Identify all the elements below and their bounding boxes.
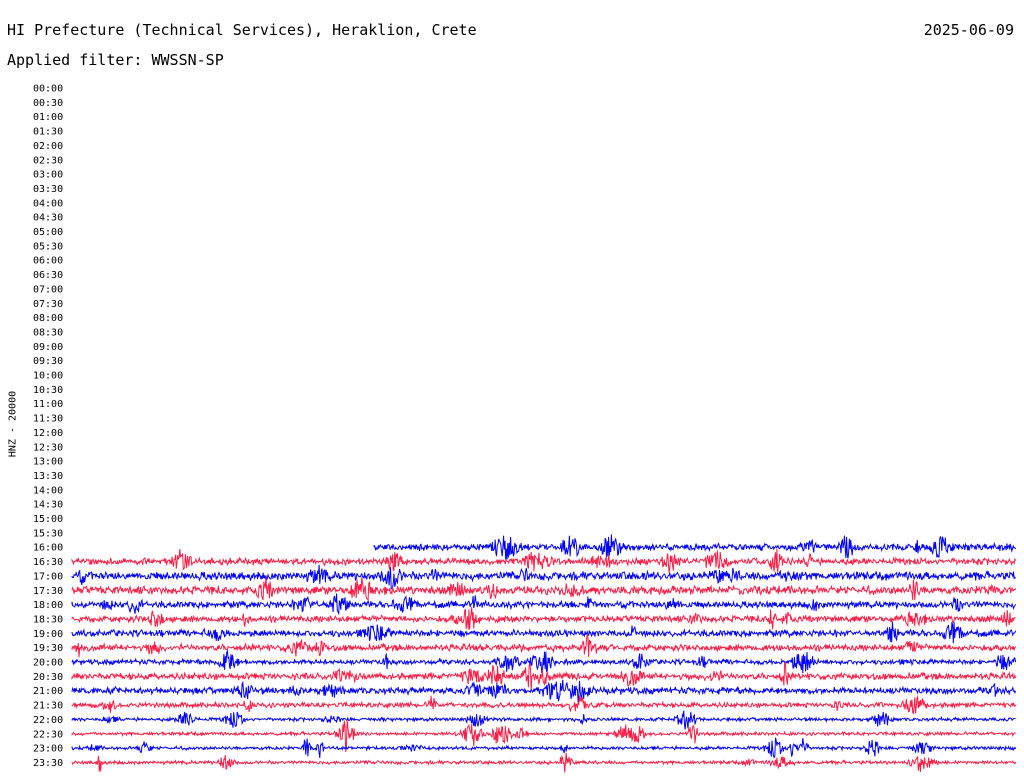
tick-label-0330: 03:30 bbox=[33, 184, 63, 195]
trace-1800 bbox=[71, 593, 1017, 616]
seismic-traces bbox=[71, 534, 1017, 773]
tick-label-2330: 23:30 bbox=[33, 758, 63, 769]
tick-label-0700: 07:00 bbox=[33, 284, 63, 295]
tick-label-1430: 14:30 bbox=[33, 500, 63, 511]
tick-label-2100: 21:00 bbox=[33, 686, 63, 697]
trace-2000 bbox=[71, 650, 1017, 675]
trace-2200 bbox=[71, 710, 1016, 730]
tick-label-0930: 09:30 bbox=[33, 356, 63, 367]
trace-1600 bbox=[373, 534, 1017, 561]
tick-label-0130: 01:30 bbox=[33, 127, 63, 138]
tick-label-2030: 20:30 bbox=[33, 672, 63, 683]
trace-2230 bbox=[71, 719, 1016, 752]
tick-label-1400: 14:00 bbox=[33, 485, 63, 496]
chart-date: 2025-06-09 bbox=[923, 21, 1014, 39]
tick-label-2000: 20:00 bbox=[33, 658, 63, 669]
trace-1630 bbox=[71, 548, 1017, 573]
tick-label-1200: 12:00 bbox=[33, 428, 63, 439]
tick-label-0900: 09:00 bbox=[33, 342, 63, 353]
tick-label-1700: 17:00 bbox=[33, 571, 63, 582]
tick-label-1330: 13:30 bbox=[33, 471, 63, 482]
trace-1830 bbox=[71, 606, 1016, 630]
tick-label-0430: 04:30 bbox=[33, 213, 63, 224]
tick-label-1630: 16:30 bbox=[33, 557, 63, 568]
tick-label-0630: 06:30 bbox=[33, 270, 63, 281]
tick-label-1930: 19:30 bbox=[33, 643, 63, 654]
tick-label-0600: 06:00 bbox=[33, 256, 63, 267]
chart-title: HI Prefecture (Technical Services), Hera… bbox=[7, 21, 477, 39]
trace-1900 bbox=[71, 621, 1017, 644]
tick-label-2300: 23:00 bbox=[33, 744, 63, 755]
tick-label-0300: 03:00 bbox=[33, 170, 63, 181]
trace-1730 bbox=[71, 577, 1017, 602]
trace-1930 bbox=[71, 634, 1017, 658]
tick-label-1000: 10:00 bbox=[33, 371, 63, 382]
tick-label-0230: 02:30 bbox=[33, 155, 63, 166]
applied-filter: Applied filter: WWSSN-SP bbox=[7, 51, 224, 69]
tick-label-2130: 21:30 bbox=[33, 701, 63, 712]
trace-2100 bbox=[71, 679, 1017, 703]
tick-label-1500: 15:00 bbox=[33, 514, 63, 525]
tick-label-1300: 13:00 bbox=[33, 457, 63, 468]
tick-label-0100: 01:00 bbox=[33, 112, 63, 123]
tick-label-0530: 05:30 bbox=[33, 241, 63, 252]
trace-2130 bbox=[71, 695, 1017, 715]
trace-1700 bbox=[71, 564, 1016, 590]
tick-label-0730: 07:30 bbox=[33, 299, 63, 310]
tick-label-0830: 08:30 bbox=[33, 327, 63, 338]
tick-label-1900: 19:00 bbox=[33, 629, 63, 640]
tick-label-2200: 22:00 bbox=[33, 715, 63, 726]
tick-label-1530: 15:30 bbox=[33, 528, 63, 539]
time-tick-labels: 00:00 00:30 01:00 01:30 02:00 02:30 03:00 03:30… bbox=[33, 84, 63, 769]
tick-label-0000: 00:00 bbox=[33, 84, 63, 95]
tick-label-1830: 18:30 bbox=[33, 614, 63, 625]
trace-2030 bbox=[71, 661, 1017, 691]
tick-label-2230: 22:30 bbox=[33, 729, 63, 740]
tick-label-1100: 11:00 bbox=[33, 399, 63, 410]
tick-label-1600: 16:00 bbox=[33, 543, 63, 554]
tick-label-1800: 18:00 bbox=[33, 600, 63, 611]
tick-label-0800: 08:00 bbox=[33, 313, 63, 324]
tick-label-0200: 02:00 bbox=[33, 141, 63, 152]
trace-2300 bbox=[71, 737, 1017, 759]
tick-label-0030: 00:30 bbox=[33, 98, 63, 109]
tick-label-0400: 04:00 bbox=[33, 198, 63, 209]
tick-label-1730: 17:30 bbox=[33, 586, 63, 597]
tick-label-1130: 11:30 bbox=[33, 414, 63, 425]
tick-label-1030: 10:30 bbox=[33, 385, 63, 396]
tick-label-1230: 12:30 bbox=[33, 442, 63, 453]
tick-label-0500: 05:00 bbox=[33, 227, 63, 238]
trace-2330 bbox=[71, 752, 1017, 773]
